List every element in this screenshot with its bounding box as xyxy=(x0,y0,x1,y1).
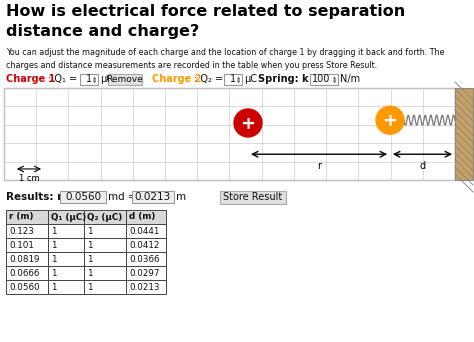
Text: How is electrical force related to separation: How is electrical force related to separ… xyxy=(6,4,405,19)
Bar xyxy=(126,224,166,238)
Bar xyxy=(220,191,286,204)
Text: 1: 1 xyxy=(87,240,92,250)
Text: m: m xyxy=(176,192,186,202)
Text: 0.0560: 0.0560 xyxy=(9,282,40,291)
Text: distance and charge?: distance and charge? xyxy=(6,24,199,39)
Bar xyxy=(310,74,338,85)
Text: μC: μC xyxy=(100,74,113,84)
Text: ▼: ▼ xyxy=(237,81,240,85)
Bar xyxy=(126,266,166,280)
Bar xyxy=(84,252,126,266)
Bar xyxy=(6,280,48,294)
Text: 0.0560: 0.0560 xyxy=(65,192,101,202)
Bar xyxy=(6,252,48,266)
Circle shape xyxy=(234,109,262,137)
Text: : Q₂ = +: : Q₂ = + xyxy=(194,74,234,84)
Text: Q₁ (μC): Q₁ (μC) xyxy=(51,212,86,222)
Bar xyxy=(48,266,84,280)
Text: r (m): r (m) xyxy=(9,212,34,222)
Text: Store Result: Store Result xyxy=(223,193,283,202)
Text: 0.0666: 0.0666 xyxy=(9,268,39,277)
Text: Charge 1: Charge 1 xyxy=(6,74,55,84)
Text: ▲: ▲ xyxy=(93,77,96,80)
Text: 0.0366: 0.0366 xyxy=(129,254,159,263)
Bar xyxy=(455,88,473,180)
Bar xyxy=(6,266,48,280)
Text: ▲: ▲ xyxy=(333,77,336,80)
Bar xyxy=(224,74,242,85)
Text: 1 cm: 1 cm xyxy=(18,174,39,183)
Bar xyxy=(126,280,166,294)
Text: ▼: ▼ xyxy=(93,81,96,85)
Bar xyxy=(80,74,98,85)
Text: d =: d = xyxy=(118,192,137,202)
Text: 0.0441: 0.0441 xyxy=(129,226,159,236)
Text: +: + xyxy=(383,112,398,130)
Text: 1: 1 xyxy=(87,268,92,277)
Bar xyxy=(108,74,142,85)
Text: 1: 1 xyxy=(51,282,56,291)
Text: 1: 1 xyxy=(51,268,56,277)
Bar xyxy=(48,224,84,238)
Text: 1: 1 xyxy=(230,75,236,84)
Text: ▲: ▲ xyxy=(237,77,240,80)
Bar xyxy=(126,238,166,252)
Text: 1: 1 xyxy=(51,240,56,250)
Text: 0.123: 0.123 xyxy=(9,226,34,236)
Text: 0.0819: 0.0819 xyxy=(9,254,39,263)
Text: Spring: k =: Spring: k = xyxy=(258,74,320,84)
Circle shape xyxy=(376,106,404,134)
Text: Charge 2: Charge 2 xyxy=(152,74,201,84)
Text: 0.0297: 0.0297 xyxy=(129,268,159,277)
Bar xyxy=(6,238,48,252)
Text: 0.101: 0.101 xyxy=(9,240,34,250)
Text: d: d xyxy=(419,161,426,171)
Bar xyxy=(84,280,126,294)
Bar xyxy=(60,191,106,203)
Text: +: + xyxy=(240,115,255,133)
Text: 1: 1 xyxy=(87,254,92,263)
Text: r: r xyxy=(317,161,321,171)
Bar xyxy=(132,191,174,203)
Text: 1: 1 xyxy=(51,226,56,236)
Text: 1: 1 xyxy=(87,282,92,291)
Text: 100: 100 xyxy=(312,75,330,84)
Text: 1: 1 xyxy=(51,254,56,263)
Text: d (m): d (m) xyxy=(129,212,155,222)
Bar xyxy=(48,210,84,224)
Bar xyxy=(126,252,166,266)
Text: Results: r =: Results: r = xyxy=(6,192,74,202)
Bar xyxy=(84,224,126,238)
Text: m: m xyxy=(108,192,118,202)
Bar xyxy=(48,280,84,294)
Text: : Q₁ = +: : Q₁ = + xyxy=(48,74,88,84)
Text: ▼: ▼ xyxy=(333,81,336,85)
Bar xyxy=(6,224,48,238)
Text: 1: 1 xyxy=(87,226,92,236)
Text: μC: μC xyxy=(244,74,257,84)
Text: 0.0412: 0.0412 xyxy=(129,240,159,250)
Text: 0.0213: 0.0213 xyxy=(135,192,171,202)
Bar xyxy=(48,252,84,266)
Bar xyxy=(84,266,126,280)
Bar xyxy=(6,210,48,224)
Text: N/m: N/m xyxy=(340,74,360,84)
Bar xyxy=(126,210,166,224)
Text: 1: 1 xyxy=(86,75,92,84)
Bar xyxy=(48,238,84,252)
Bar xyxy=(84,238,126,252)
Bar xyxy=(84,210,126,224)
Bar xyxy=(4,88,455,180)
Text: Q₂ (μC): Q₂ (μC) xyxy=(87,212,122,222)
Text: You can adjust the magnitude of each charge and the location of charge 1 by drag: You can adjust the magnitude of each cha… xyxy=(6,48,445,69)
Text: 0.0213: 0.0213 xyxy=(129,282,159,291)
Text: Remove: Remove xyxy=(107,75,143,84)
